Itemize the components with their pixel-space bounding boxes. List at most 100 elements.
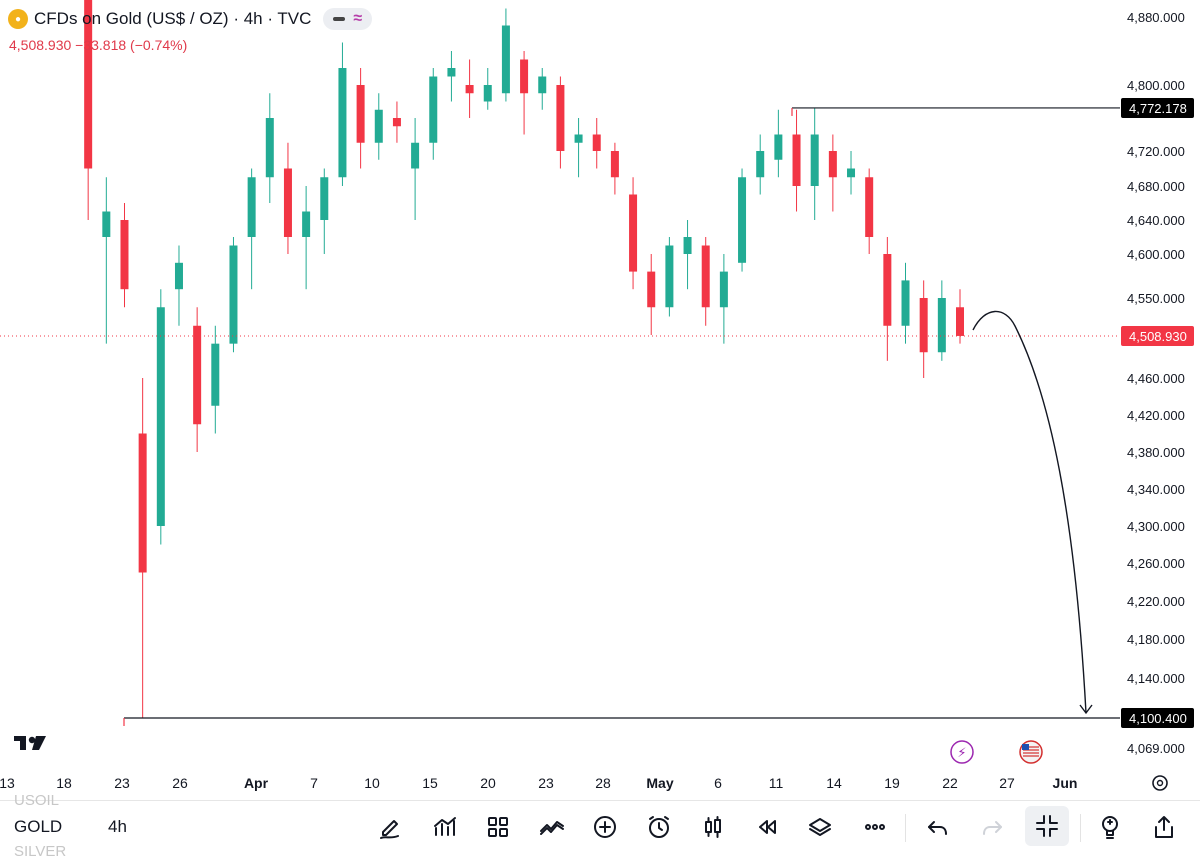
y-tick-label: 4,640.000 [1127, 213, 1185, 228]
indicators-icon[interactable] [427, 810, 463, 844]
symbol-prev[interactable]: USOIL [14, 792, 60, 809]
candle [683, 237, 692, 254]
y-tick-label: 4,220.000 [1127, 594, 1185, 609]
candle [810, 134, 819, 186]
candle [538, 76, 547, 94]
y-tick-label: 4,800.000 [1127, 78, 1185, 93]
y-tick-label: 4,069.000 [1127, 741, 1185, 756]
candle [447, 68, 456, 77]
chart-header: ● CFDs on Gold (US$ / OZ) · 4h · TVC ≈ [8, 8, 373, 30]
x-tick-label: 23 [114, 775, 130, 791]
candle [338, 68, 347, 178]
level-low-label: 4,100.400 [1129, 711, 1187, 726]
share-icon[interactable] [1146, 810, 1182, 844]
flag-canton [1022, 744, 1029, 750]
candle [265, 118, 274, 178]
collapse-icon[interactable] [1025, 806, 1069, 846]
candle [174, 262, 183, 290]
candle [392, 118, 401, 127]
x-tick-label: 10 [364, 775, 380, 791]
candle [320, 177, 329, 220]
candle [120, 220, 129, 290]
y-tick-label: 4,720.000 [1127, 144, 1185, 159]
price-chart[interactable]: 4,880.000 4,800.000 4,720.000 4,680.000 4,64… [0, 0, 1200, 800]
timeframe-selector[interactable]: 4h [108, 817, 127, 836]
y-tick-label: 4,300.000 [1127, 519, 1185, 534]
level-high-tag [1121, 97, 1194, 118]
candle [247, 177, 256, 237]
current-price-tag [1121, 326, 1194, 346]
candle [193, 325, 202, 425]
x-tick-label: 13 [0, 775, 15, 791]
draw-icon[interactable] [373, 810, 409, 844]
candle [701, 245, 710, 308]
symbol-next[interactable]: SILVER [14, 843, 67, 860]
candle [847, 168, 856, 178]
replay-icon[interactable] [749, 810, 785, 844]
candle [465, 85, 474, 94]
y-tick-label: 4,380.000 [1127, 445, 1185, 460]
lightning-event-icon [950, 740, 974, 764]
candle [828, 151, 837, 178]
wave-icon: ≈ [353, 10, 363, 27]
chart-type-icon[interactable] [695, 810, 731, 844]
candle [211, 343, 220, 406]
candle [919, 298, 928, 353]
x-tick-label: 22 [942, 775, 958, 791]
toolbar-divider [905, 814, 906, 842]
candle [738, 177, 747, 263]
candle [592, 134, 601, 151]
x-tick-label: Apr [244, 775, 269, 791]
candle [556, 85, 565, 151]
candle [792, 134, 801, 186]
layouts-icon[interactable] [480, 810, 516, 844]
undo-icon[interactable] [920, 810, 956, 844]
candle [774, 134, 783, 160]
x-tick-label: 26 [172, 775, 188, 791]
candle [647, 271, 656, 308]
candle [411, 142, 420, 169]
candle [883, 254, 892, 326]
redo-icon[interactable] [974, 810, 1010, 844]
candle [610, 151, 619, 178]
compare-icon[interactable] [534, 810, 570, 844]
candle [501, 25, 510, 94]
y-tick-label: 4,550.000 [1127, 291, 1185, 306]
candle [102, 211, 111, 237]
candle [865, 177, 874, 237]
candle [901, 280, 910, 326]
y-tick-label: 4,880.000 [1127, 10, 1185, 25]
price-change-line: 4,508.930 −33.818 (−0.74%) [9, 37, 188, 53]
x-tick-label: 20 [480, 775, 496, 791]
alert-icon[interactable] [641, 810, 677, 844]
x-tick-label: 14 [826, 775, 842, 791]
axis-settings-icon [1152, 775, 1168, 791]
symbol-current[interactable]: GOLD [14, 817, 63, 836]
candle [283, 168, 292, 237]
candle [229, 245, 238, 344]
x-tick-label: 23 [538, 775, 554, 791]
candle [483, 85, 492, 102]
indicator-toggle[interactable]: ≈ [323, 8, 373, 30]
y-tick-label: 4,180.000 [1127, 632, 1185, 647]
candle [356, 85, 365, 143]
add-icon[interactable] [587, 810, 623, 844]
chart-title[interactable]: CFDs on Gold (US$ / OZ) · 4h · TVC [34, 9, 312, 28]
current-price-label: 4,508.930 [1129, 329, 1187, 344]
candle [302, 211, 311, 237]
y-tick-label: 4,460.000 [1127, 371, 1185, 386]
gold-logo-icon: ● [8, 9, 28, 29]
candle [520, 59, 529, 94]
y-tick-label: 4,260.000 [1127, 556, 1185, 571]
candle [956, 307, 964, 336]
layers-icon[interactable] [802, 810, 838, 844]
candle [138, 433, 147, 573]
candle [84, 0, 93, 169]
more-icon[interactable] [857, 810, 893, 844]
x-tick-label: 11 [769, 775, 784, 791]
candle [156, 307, 165, 526]
candle [574, 134, 583, 143]
y-tick-label: 4,340.000 [1127, 482, 1185, 497]
y-tick-label: 4,140.000 [1127, 671, 1185, 686]
ideas-icon[interactable] [1092, 810, 1128, 844]
